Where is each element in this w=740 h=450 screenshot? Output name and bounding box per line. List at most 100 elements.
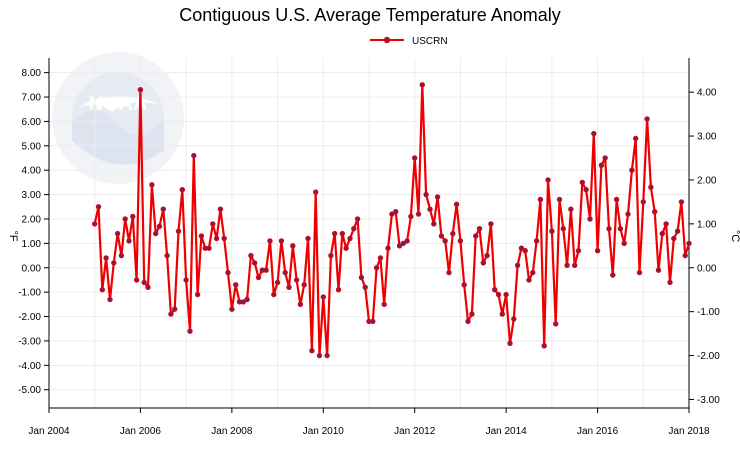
data-point[interactable] — [114, 230, 121, 237]
data-point[interactable] — [206, 245, 212, 251]
data-point[interactable] — [514, 262, 521, 268]
data-point[interactable] — [400, 240, 406, 247]
data-point[interactable] — [476, 226, 483, 232]
data-point[interactable] — [248, 252, 254, 259]
data-point[interactable] — [168, 311, 174, 317]
data-point[interactable] — [149, 182, 155, 188]
data-point[interactable] — [587, 216, 593, 222]
data-point[interactable] — [396, 243, 403, 249]
data-point[interactable] — [194, 291, 201, 298]
data-point[interactable] — [351, 226, 357, 232]
data-point[interactable] — [644, 116, 650, 122]
data-point[interactable] — [686, 240, 692, 247]
data-point[interactable] — [575, 248, 582, 254]
data-point[interactable] — [377, 255, 384, 261]
data-point[interactable] — [674, 228, 681, 234]
data-point[interactable] — [252, 260, 258, 266]
data-point[interactable] — [598, 162, 605, 169]
data-point[interactable] — [229, 306, 235, 312]
data-point[interactable] — [126, 238, 132, 244]
data-point[interactable] — [156, 223, 163, 230]
data-point[interactable] — [571, 262, 578, 268]
legend[interactable]: USCRN — [370, 36, 448, 47]
data-point[interactable] — [301, 282, 307, 288]
data-point[interactable] — [651, 209, 658, 215]
data-point[interactable] — [446, 269, 452, 276]
data-point[interactable] — [233, 282, 239, 288]
data-point[interactable] — [373, 265, 380, 271]
data-point[interactable] — [549, 228, 555, 234]
data-point[interactable] — [172, 306, 178, 312]
data-point[interactable] — [313, 189, 319, 195]
data-point[interactable] — [111, 260, 117, 266]
data-point[interactable] — [255, 274, 262, 281]
data-point[interactable] — [362, 284, 368, 290]
data-point[interactable] — [107, 296, 113, 303]
data-point[interactable] — [469, 311, 475, 317]
data-point[interactable] — [480, 260, 486, 266]
data-point[interactable] — [358, 274, 365, 281]
data-point[interactable] — [343, 245, 349, 251]
data-point[interactable] — [133, 277, 140, 283]
data-point[interactable] — [225, 269, 231, 276]
data-point[interactable] — [438, 233, 445, 239]
data-point[interactable] — [335, 287, 342, 293]
data-point[interactable] — [263, 267, 269, 273]
data-point[interactable] — [568, 206, 574, 212]
data-point[interactable] — [122, 216, 128, 222]
data-point[interactable] — [434, 194, 441, 200]
data-point[interactable] — [655, 267, 662, 273]
data-point[interactable] — [240, 299, 247, 305]
data-point[interactable] — [526, 277, 532, 283]
data-point[interactable] — [183, 277, 189, 283]
data-point[interactable] — [290, 243, 296, 249]
data-point[interactable] — [297, 301, 304, 307]
data-point[interactable] — [99, 287, 106, 293]
data-point[interactable] — [533, 238, 540, 244]
data-point[interactable] — [465, 318, 471, 325]
data-point[interactable] — [552, 321, 559, 327]
data-point[interactable] — [145, 284, 151, 290]
data-point[interactable] — [324, 352, 330, 359]
data-point[interactable] — [636, 269, 643, 276]
data-point[interactable] — [393, 209, 399, 215]
data-point[interactable] — [419, 82, 425, 88]
data-point[interactable] — [191, 152, 197, 159]
data-point[interactable] — [332, 230, 338, 237]
data-point[interactable] — [556, 196, 563, 203]
data-point[interactable] — [95, 204, 102, 210]
data-point[interactable] — [629, 167, 635, 173]
data-point[interactable] — [503, 291, 509, 298]
data-point[interactable] — [221, 235, 227, 242]
data-point[interactable] — [370, 318, 376, 325]
data-point[interactable] — [488, 221, 494, 227]
data-point[interactable] — [328, 252, 334, 259]
data-point[interactable] — [354, 216, 361, 222]
data-point[interactable] — [213, 235, 220, 242]
data-point[interactable] — [118, 252, 125, 259]
data-point[interactable] — [518, 245, 525, 251]
data-point[interactable] — [617, 226, 624, 232]
data-point[interactable] — [282, 269, 288, 276]
data-point[interactable] — [625, 211, 631, 217]
data-point[interactable] — [427, 206, 433, 212]
data-point[interactable] — [667, 279, 673, 286]
data-point[interactable] — [541, 343, 547, 349]
data-point[interactable] — [602, 155, 608, 161]
data-point[interactable] — [339, 230, 345, 237]
data-point[interactable] — [457, 238, 464, 244]
data-point[interactable] — [175, 228, 182, 234]
data-point[interactable] — [591, 130, 597, 137]
data-point[interactable] — [564, 262, 570, 268]
data-point[interactable] — [278, 238, 285, 244]
data-point[interactable] — [187, 328, 193, 334]
data-point[interactable] — [210, 221, 216, 227]
data-point[interactable] — [579, 179, 585, 186]
data-point[interactable] — [305, 235, 311, 242]
data-point[interactable] — [293, 277, 300, 283]
data-point[interactable] — [198, 233, 205, 239]
data-point[interactable] — [484, 252, 490, 259]
data-point[interactable] — [316, 352, 323, 359]
data-point[interactable] — [309, 348, 315, 354]
data-point[interactable] — [473, 233, 479, 239]
